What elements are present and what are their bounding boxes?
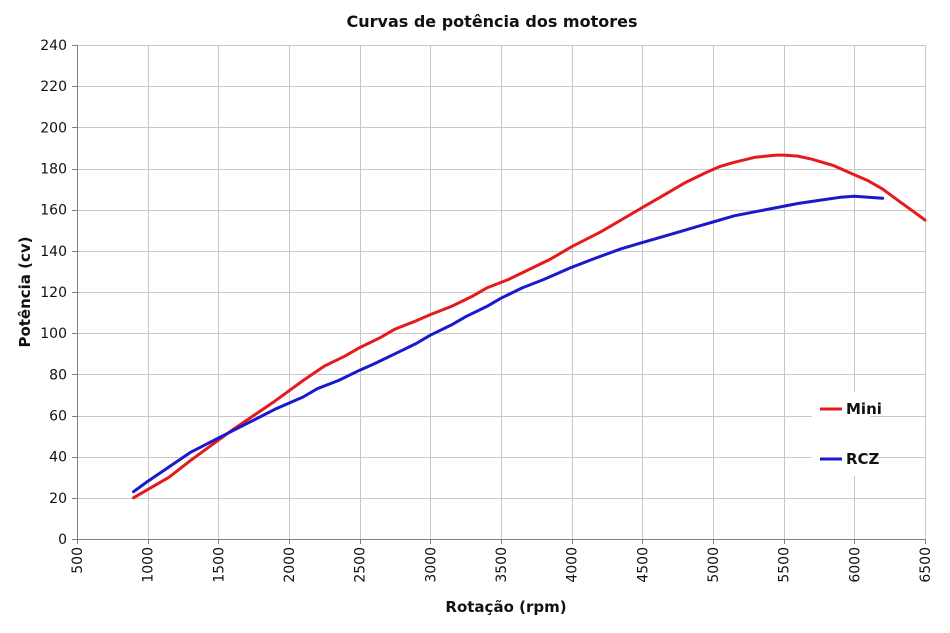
y-tick-label: 20 <box>49 491 67 507</box>
x-tick-label: 1500 <box>211 547 227 583</box>
y-tick-label: 40 <box>49 450 67 466</box>
y-tick-label: 80 <box>49 367 67 383</box>
x-axis-title: Rotação (rpm) <box>445 598 566 616</box>
y-tick-label: 140 <box>40 244 67 260</box>
y-tick-label: 220 <box>40 79 67 95</box>
y-tick-label: 180 <box>40 162 67 178</box>
grid-lines <box>77 45 926 539</box>
y-tick-labels: 0 20 40 60 80 100 120 140 160 180 200 220 240 <box>40 38 67 548</box>
y-tick-label: 200 <box>40 120 67 136</box>
x-tick-label: 4000 <box>565 547 581 583</box>
x-tick-label: 3000 <box>423 547 439 583</box>
y-axis-title: Potência (cv) <box>16 236 34 347</box>
x-tick-label: 2500 <box>353 547 369 583</box>
legend-label-rcz: RCZ <box>846 450 880 468</box>
legend-background <box>812 392 870 476</box>
x-tick-label: 500 <box>70 547 86 574</box>
x-tick-label: 5000 <box>706 547 722 583</box>
x-tick-label: 6000 <box>847 547 863 583</box>
y-tick-label: 160 <box>40 203 67 219</box>
chart-title: Curvas de potência dos motores <box>347 12 638 31</box>
x-tick-label: 6500 <box>918 547 934 583</box>
legend-label-mini: Mini <box>846 400 882 418</box>
series-line-mini <box>132 153 927 500</box>
x-tick-label: 4500 <box>635 547 651 583</box>
y-tick-label: 240 <box>40 38 67 54</box>
x-tick-label: 5500 <box>777 547 793 583</box>
y-tick-label: 120 <box>40 285 67 301</box>
axes <box>72 45 926 544</box>
x-tick-labels: 500 1000 1500 2000 2500 3000 3500 4000 4500 5000 5… <box>70 547 934 583</box>
series-lines <box>132 153 927 500</box>
y-tick-label: 0 <box>58 532 67 548</box>
x-tick-label: 1000 <box>141 547 157 583</box>
legend: Mini RCZ <box>812 392 882 476</box>
series-line-rcz <box>132 194 885 494</box>
x-tick-label: 3500 <box>494 547 510 583</box>
x-tick-label: 2000 <box>282 547 298 583</box>
y-tick-label: 60 <box>49 409 67 425</box>
y-tick-label: 100 <box>40 326 67 342</box>
